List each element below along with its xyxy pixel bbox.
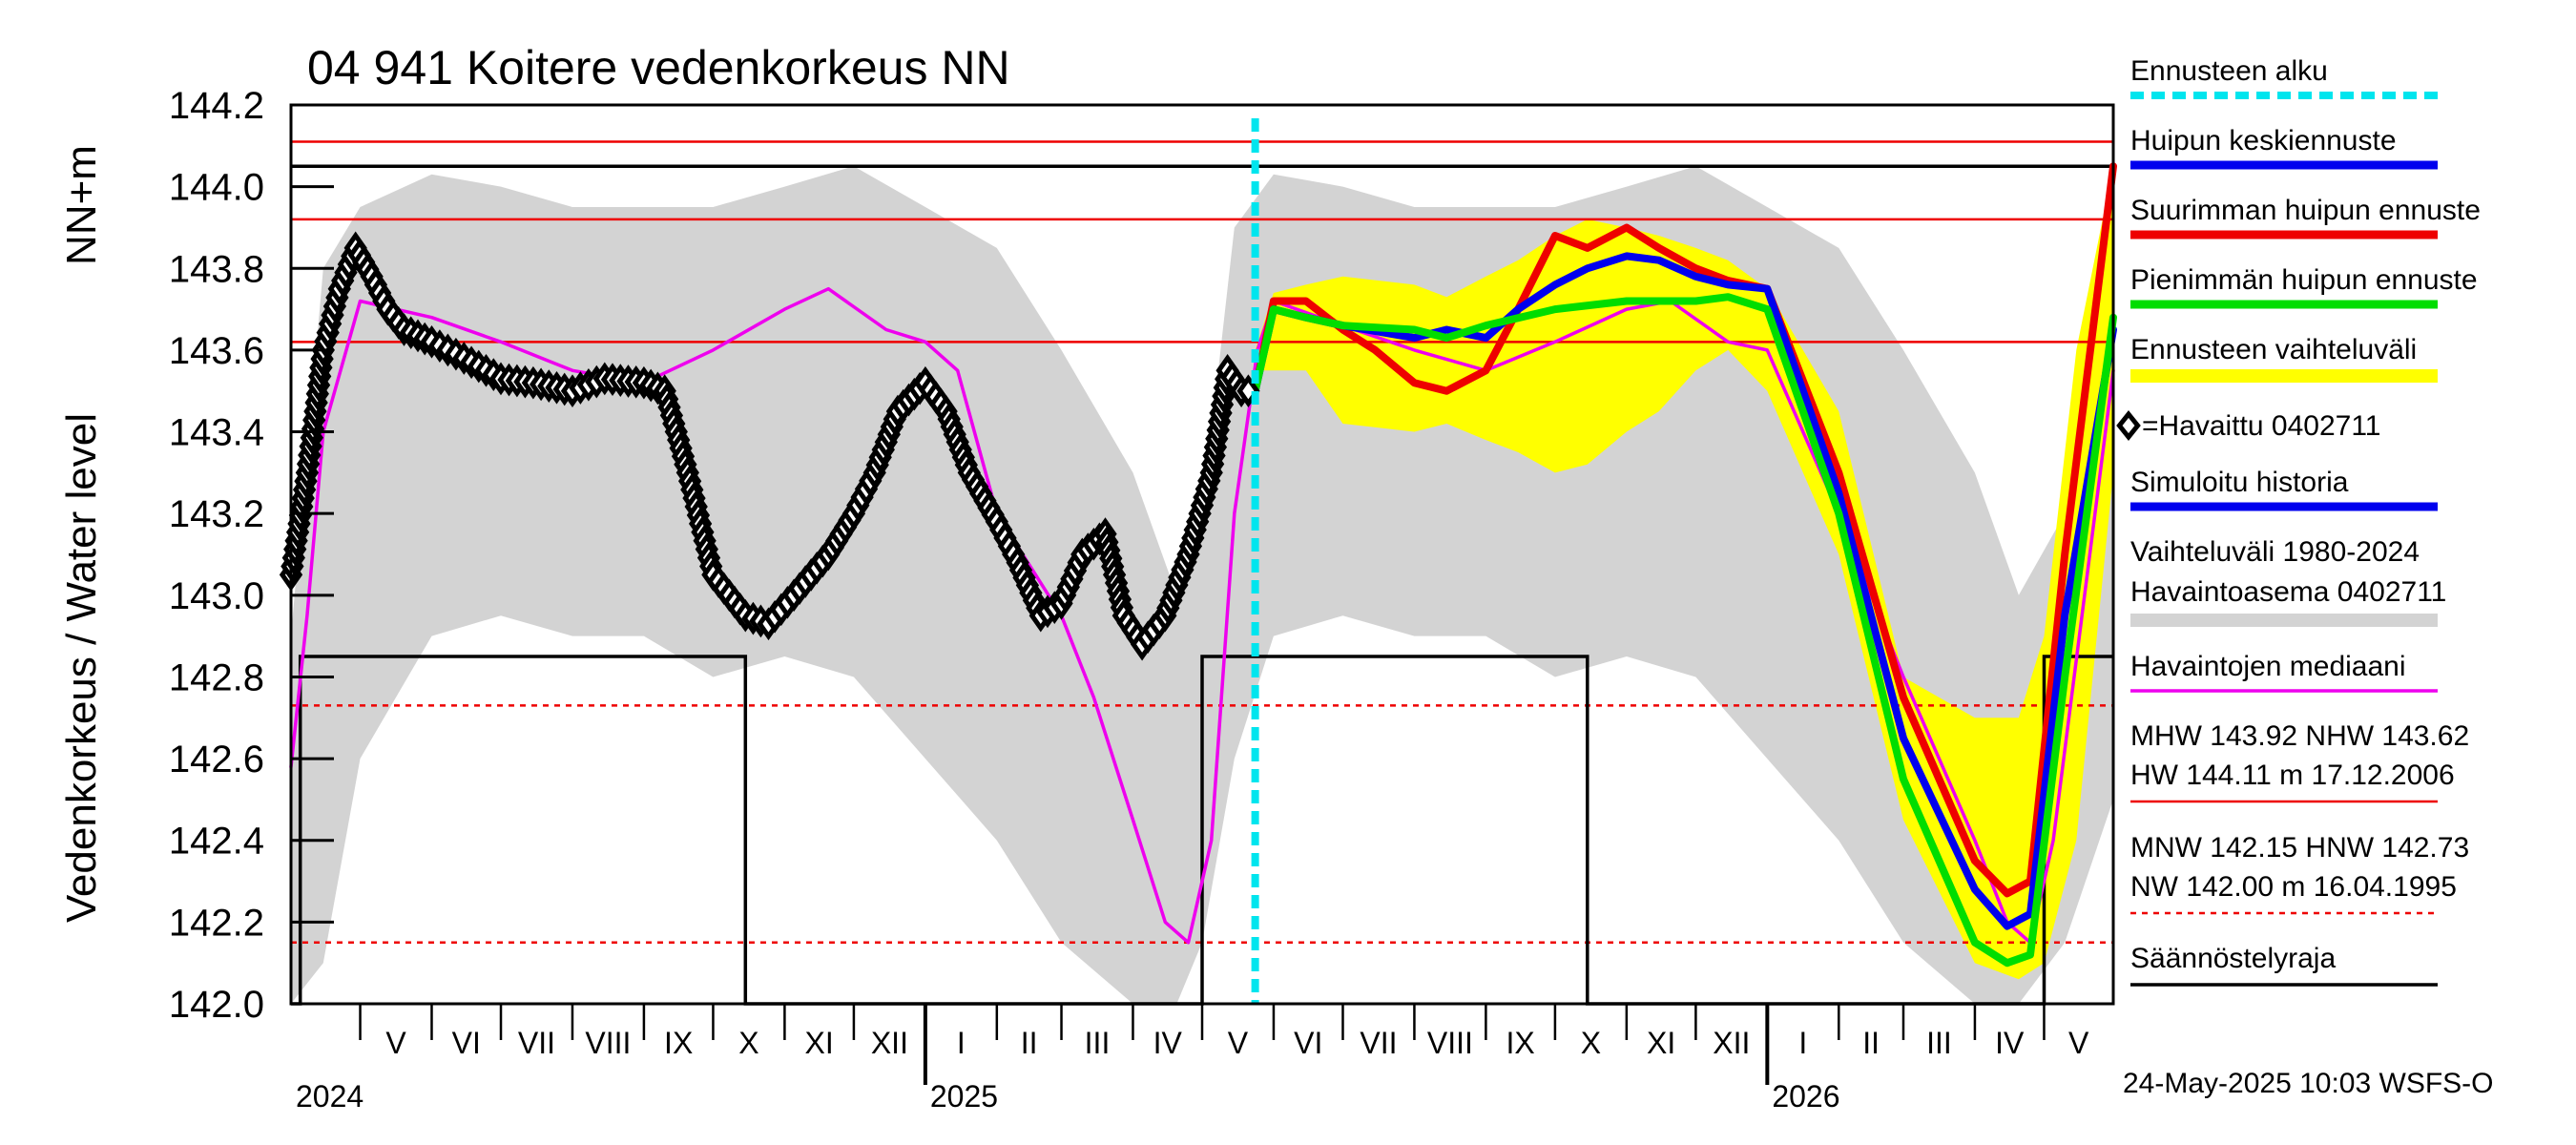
y-tick-label: 142.0 [169,984,264,1026]
month-label: XII [1713,1026,1750,1060]
month-label: I [1798,1026,1807,1060]
observed-markers [279,231,1260,661]
regulation-limit-line [291,655,2113,1006]
legend-range-label-2: Havaintoasema 0402711 [2130,576,2446,608]
y-axis-label: Vedenkorkeus / Water level [58,413,105,923]
month-label: II [1021,1026,1038,1060]
month-label: IV [1995,1026,2025,1060]
month-label: III [1926,1026,1952,1060]
year-label: 2024 [296,1079,364,1114]
y-tick-label: 142.6 [169,739,264,781]
month-label: XI [805,1026,834,1060]
legend-hw-label-1: MHW 143.92 NHW 143.62 [2130,720,2469,752]
axes: 142.0 142.2 142.4 142.6 142.8 143.0 143.2 143.4… [169,85,2115,1114]
series-line-3 [1251,162,2117,898]
month-label: X [738,1026,758,1060]
legend-nw-label-2: NW 142.00 m 16.04.1995 [2130,871,2457,903]
year-label: 2025 [930,1079,998,1114]
legend-observed-diamond-icon [2116,409,2141,442]
month-label: VIII [585,1026,631,1060]
plot-area [279,118,2117,1006]
month-label: VIII [1427,1026,1473,1060]
month-label: III [1085,1026,1111,1060]
legend-mean-peak-label: Huipun keskiennuste [2130,125,2397,156]
month-label: VII [518,1026,555,1060]
month-label: V [385,1026,406,1060]
month-label: IX [1506,1026,1535,1060]
legend-nw-label-1: MNW 142.15 HNW 142.73 [2130,832,2469,864]
y-tick-label: 143.2 [169,493,264,535]
y-tick-label: 144.2 [169,85,264,127]
series-line-4 [1251,252,2117,930]
legend-observed-label: =Havaittu 0402711 [2142,410,2380,442]
month-label: V [2068,1026,2089,1060]
y-tick-label: 142.4 [169,821,264,863]
month-label: XII [871,1026,908,1060]
y-tick-label: 142.8 [169,656,264,698]
month-label: XI [1647,1026,1675,1060]
y-tick-label: 143.8 [169,248,264,290]
chart-title: 04 941 Koitere vedenkorkeus NN [307,41,1010,94]
month-label: X [1581,1026,1601,1060]
month-label: V [1228,1026,1249,1060]
legend-range-label-1: Vaihteluväli 1980-2024 [2130,536,2420,568]
month-label: VII [1360,1026,1397,1060]
legend-forecast-range-label: Ennusteen vaihteluväli [2130,334,2417,365]
month-label: IX [664,1026,693,1060]
legend-simulated-label: Simuloitu historia [2130,467,2349,498]
month-label: IV [1153,1026,1183,1060]
legend-forecast-start-label: Ennusteen alku [2130,55,2328,87]
y-axis-unit-label: NN+m [58,145,105,265]
legend-min-peak-label: Pienimmän huipun ennuste [2130,264,2478,296]
year-label: 2026 [1772,1079,1839,1114]
y-tick-label: 142.2 [169,902,264,944]
y-tick-label: 143.6 [169,330,264,372]
legend-median-label: Havaintojen mediaani [2130,651,2406,682]
month-label: VI [452,1026,481,1060]
legend: Ennusteen alku Huipun keskiennuste Suurimm… [2116,55,2481,987]
y-tick-label: 143.4 [169,412,264,454]
legend-hw-label-2: HW 144.11 m 17.12.2006 [2130,760,2455,791]
y-tick-label: 143.0 [169,575,264,617]
legend-regulation-label: Säännöstelyraja [2130,943,2336,974]
month-label: I [957,1026,966,1060]
series-line-5 [1251,293,2117,968]
y-tick-label: 144.0 [169,167,264,209]
month-label: VI [1294,1026,1322,1060]
month-label: II [1862,1026,1880,1060]
timestamp: 24-May-2025 10:03 WSFS-O [2123,1068,2494,1099]
legend-max-peak-label: Suurimman huipun ennuste [2130,195,2481,226]
